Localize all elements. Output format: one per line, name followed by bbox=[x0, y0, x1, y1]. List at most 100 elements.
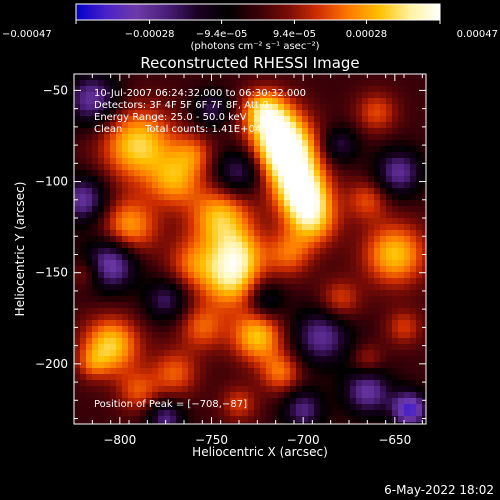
heatmap-cell bbox=[368, 338, 375, 345]
heatmap-cell bbox=[320, 98, 327, 105]
heatmap-cell bbox=[260, 230, 267, 237]
heatmap-cell bbox=[338, 272, 345, 279]
heatmap-cell bbox=[320, 320, 327, 327]
heatmap-cell bbox=[92, 374, 99, 381]
heatmap-cell bbox=[416, 254, 423, 261]
heatmap-cell bbox=[266, 152, 273, 159]
heatmap-cell bbox=[206, 200, 213, 207]
heatmap-cell bbox=[332, 266, 339, 273]
heatmap-cell bbox=[308, 164, 315, 171]
heatmap-cell bbox=[116, 308, 123, 315]
heatmap-cell bbox=[284, 248, 291, 255]
heatmap-cell bbox=[188, 296, 195, 303]
heatmap-cell bbox=[398, 206, 405, 213]
heatmap-cell bbox=[134, 266, 141, 273]
heatmap-cell bbox=[380, 254, 387, 261]
heatmap-cell bbox=[278, 362, 285, 369]
heatmap-cell bbox=[236, 230, 243, 237]
heatmap-cell bbox=[206, 212, 213, 219]
heatmap-cell bbox=[182, 92, 189, 99]
heatmap-cell bbox=[128, 188, 135, 195]
heatmap-cell bbox=[278, 308, 285, 315]
heatmap-cell bbox=[146, 272, 153, 279]
heatmap-cell bbox=[290, 224, 297, 231]
heatmap-cell bbox=[248, 206, 255, 213]
heatmap-cell bbox=[278, 242, 285, 249]
heatmap-cell bbox=[104, 290, 111, 297]
heatmap-cell bbox=[128, 164, 135, 171]
heatmap-cell bbox=[236, 284, 243, 291]
heatmap-cell bbox=[374, 362, 381, 369]
heatmap-cell bbox=[416, 260, 423, 267]
heatmap-cell bbox=[416, 422, 423, 424]
heatmap-cell bbox=[122, 158, 129, 165]
heatmap-cell bbox=[170, 254, 177, 261]
heatmap-cell bbox=[128, 80, 135, 87]
heatmap-cell bbox=[266, 302, 273, 309]
heatmap-cell bbox=[230, 236, 237, 243]
heatmap-cell bbox=[236, 128, 243, 135]
heatmap-cell bbox=[338, 350, 345, 357]
heatmap-cell bbox=[332, 242, 339, 249]
heatmap-cell bbox=[308, 128, 315, 135]
heatmap-cell bbox=[386, 170, 393, 177]
heatmap-cell bbox=[302, 278, 309, 285]
heatmap-cell bbox=[212, 74, 219, 81]
heatmap-cell bbox=[74, 368, 81, 375]
heatmap-cell bbox=[320, 296, 327, 303]
heatmap-cell bbox=[74, 338, 81, 345]
heatmap-cell bbox=[332, 314, 339, 321]
heatmap-cell bbox=[92, 152, 99, 159]
heatmap-cell bbox=[332, 320, 339, 327]
heatmap-cell bbox=[392, 146, 399, 153]
heatmap-cell bbox=[386, 404, 393, 411]
heatmap-cell bbox=[368, 386, 375, 393]
heatmap-cell bbox=[410, 410, 417, 417]
heatmap-cell bbox=[98, 212, 105, 219]
heatmap-cell bbox=[200, 308, 207, 315]
heatmap-cell bbox=[206, 170, 213, 177]
heatmap-cell bbox=[176, 164, 183, 171]
heatmap-cell bbox=[242, 116, 249, 123]
heatmap-cell bbox=[320, 290, 327, 297]
heatmap-cell bbox=[266, 236, 273, 243]
heatmap-cell bbox=[254, 170, 261, 177]
heatmap-cell bbox=[380, 308, 387, 315]
heatmap-cell bbox=[104, 110, 111, 117]
heatmap-cell bbox=[338, 302, 345, 309]
heatmap-cell bbox=[404, 356, 411, 363]
heatmap-cell bbox=[98, 116, 105, 123]
heatmap-cell bbox=[134, 128, 141, 135]
heatmap-cell bbox=[416, 404, 423, 411]
heatmap-cell bbox=[410, 248, 417, 255]
heatmap-cell bbox=[356, 368, 363, 375]
heatmap-cell bbox=[134, 224, 141, 231]
heatmap-cell bbox=[284, 212, 291, 219]
annotation-counts: Total counts: 1.41E+04 bbox=[144, 124, 261, 135]
heatmap-cell bbox=[158, 326, 165, 333]
heatmap-cell bbox=[140, 422, 147, 424]
heatmap-cell bbox=[422, 398, 426, 405]
heatmap-cell bbox=[266, 86, 273, 93]
heatmap-cell bbox=[332, 392, 339, 399]
heatmap-cell bbox=[158, 278, 165, 285]
heatmap-cell bbox=[242, 146, 249, 153]
heatmap-cell bbox=[284, 338, 291, 345]
heatmap-cell bbox=[74, 380, 81, 387]
heatmap-cell bbox=[158, 164, 165, 171]
plot-frame bbox=[73, 73, 427, 425]
heatmap-cell bbox=[374, 374, 381, 381]
colorbar-tick-label: 0.00028 bbox=[346, 29, 387, 40]
heatmap-cell bbox=[182, 86, 189, 93]
heatmap-cell bbox=[110, 248, 117, 255]
heatmap-cell bbox=[416, 188, 423, 195]
heatmap-cell bbox=[314, 362, 321, 369]
heatmap-cell bbox=[98, 308, 105, 315]
heatmap-cell bbox=[374, 314, 381, 321]
heatmap-cell bbox=[224, 344, 231, 351]
heatmap-cell bbox=[392, 242, 399, 249]
heatmap-cell bbox=[338, 242, 345, 249]
heatmap-cell bbox=[236, 350, 243, 357]
heatmap-cell bbox=[416, 110, 423, 117]
heatmap-cell bbox=[248, 98, 255, 105]
